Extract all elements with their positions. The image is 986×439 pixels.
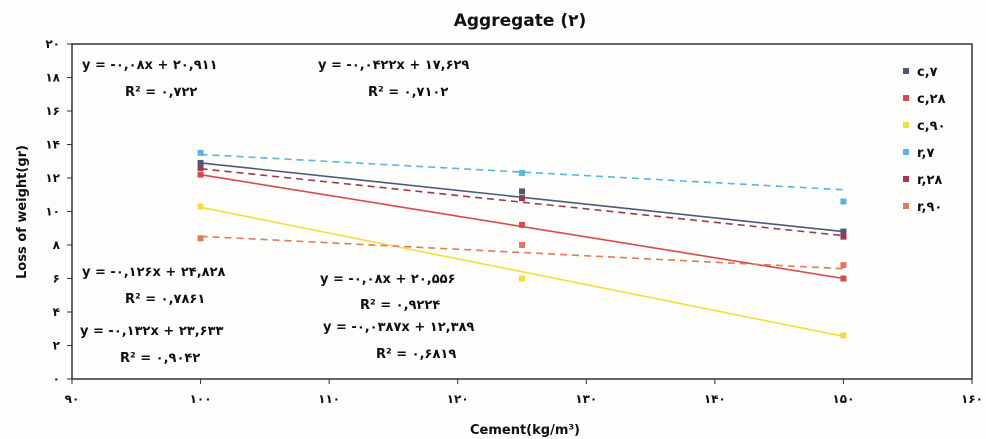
data-points <box>197 149 847 339</box>
regression-annotation: y = -۰,۰۸x + ۲۰,۵۵۶ <box>320 272 456 287</box>
y-tick-label: ۸ <box>53 238 61 252</box>
legend-label: c,۷ <box>917 65 938 80</box>
y-tick-label: ۴ <box>53 305 60 319</box>
y-tick-label: ۲ <box>53 339 61 353</box>
regression-annotation: R² = ۰,۷۲۲ <box>125 85 197 100</box>
y-tick-label: ۱۰ <box>45 205 60 219</box>
regression-annotation: y = -۰,۰۳۸۷x + ۱۲,۳۸۹ <box>323 320 474 335</box>
x-tick-label: ۱۴۰ <box>704 392 726 406</box>
data-point-series-1 <box>197 171 204 178</box>
data-point-series-3 <box>840 198 847 205</box>
y-tick-label: ۱۶ <box>45 104 60 118</box>
regression-annotation: y = -۰,۰۴۲۲x + ۱۷,۶۲۹ <box>318 58 469 73</box>
trend-line-series-2 <box>200 206 844 338</box>
x-tick-label: ۹۰ <box>65 392 80 406</box>
data-point-series-4 <box>519 195 525 202</box>
x-axis-label: Cement(kg/m³) <box>470 423 580 438</box>
legend-label: c,۹۰ <box>917 119 946 134</box>
legend: c,۷ c,۲۸ c,۹۰ r,۷ r,۲۸ r,۹۰ <box>903 65 946 215</box>
y-tick-label: ۱۲ <box>45 171 60 185</box>
data-point-series-4 <box>197 164 204 171</box>
regression-annotation: R² = ۰,۹۲۲۴ <box>360 298 440 313</box>
regression-annotation: R² = ۰,۷۱۰۲ <box>368 85 448 100</box>
regression-annotations: y = -۰,۰۸x + ۲۰,۹۱۱ R² = ۰,۷۲۲ y = -۰,۰۴۲۲… <box>80 58 474 366</box>
data-point-series-0 <box>519 188 525 195</box>
legend-label: r,۹۰ <box>917 200 942 215</box>
data-point-series-1 <box>840 275 847 282</box>
data-point-series-0 <box>840 228 847 235</box>
legend-marker <box>903 122 909 128</box>
regression-annotation: R² = ۰,۹۰۴۲ <box>120 351 200 366</box>
x-tick-label: ۱۱۰ <box>318 392 340 406</box>
chart-title: Aggregate (۲) <box>454 11 587 31</box>
data-point-series-5 <box>519 242 525 248</box>
data-point-series-0 <box>197 159 204 166</box>
y-tick-label: ۶ <box>53 272 60 286</box>
legend-marker <box>903 68 909 74</box>
regression-annotation: R² = ۰,۷۸۶۱ <box>125 292 205 307</box>
y-tick-label: ۰ <box>53 372 60 386</box>
data-point-series-2 <box>840 332 847 339</box>
x-tick-label: ۱۳۰ <box>575 392 597 406</box>
legend-label: r,۲۸ <box>917 173 942 188</box>
y-axis-label: Loss of weight(gr) <box>15 145 30 279</box>
axis-ticks: ۹۰ ۱۰۰ ۱۱۰ ۱۲۰ ۱۳۰ ۱۴۰ ۱۵۰ ۱۶۰ ۰ ۲ ۴ ۶ ۸ ۱۰ ۱۲ ۱۴ ۱۶ ۱۸ ۲۰ <box>45 37 983 406</box>
y-tick-label: ۲۰ <box>45 37 60 51</box>
legend-marker <box>903 95 909 101</box>
legend-marker <box>903 149 909 155</box>
y-tick-label: ۱۸ <box>45 71 60 85</box>
regression-annotation: R² = ۰,۶۸۱۹ <box>376 347 456 362</box>
legend-label: c,۲۸ <box>917 92 946 107</box>
data-point-series-2 <box>197 203 204 210</box>
data-point-series-3 <box>197 149 204 156</box>
data-point-series-5 <box>197 235 204 242</box>
x-tick-label: ۱۶۰ <box>961 392 983 406</box>
legend-label: r,۷ <box>917 146 934 161</box>
data-point-series-1 <box>519 221 525 228</box>
data-point-series-4 <box>840 233 847 240</box>
legend-marker <box>903 176 909 182</box>
x-tick-label: ۱۵۰ <box>832 392 854 406</box>
data-point-series-2 <box>519 275 525 282</box>
y-tick-label: ۱۴ <box>45 138 60 152</box>
regression-annotation: y = -۰,۱۳۲x + ۲۳,۶۳۳ <box>80 324 223 339</box>
data-point-series-5 <box>840 262 847 269</box>
regression-annotation: y = -۰,۰۸x + ۲۰,۹۱۱ <box>82 58 218 73</box>
regression-annotation: y = -۰,۱۲۶x + ۲۴,۸۲۸ <box>82 265 225 280</box>
legend-marker <box>903 203 909 209</box>
data-point-series-3 <box>519 169 525 176</box>
x-tick-label: ۱۲۰ <box>447 392 469 406</box>
x-tick-label: ۱۰۰ <box>190 392 212 406</box>
